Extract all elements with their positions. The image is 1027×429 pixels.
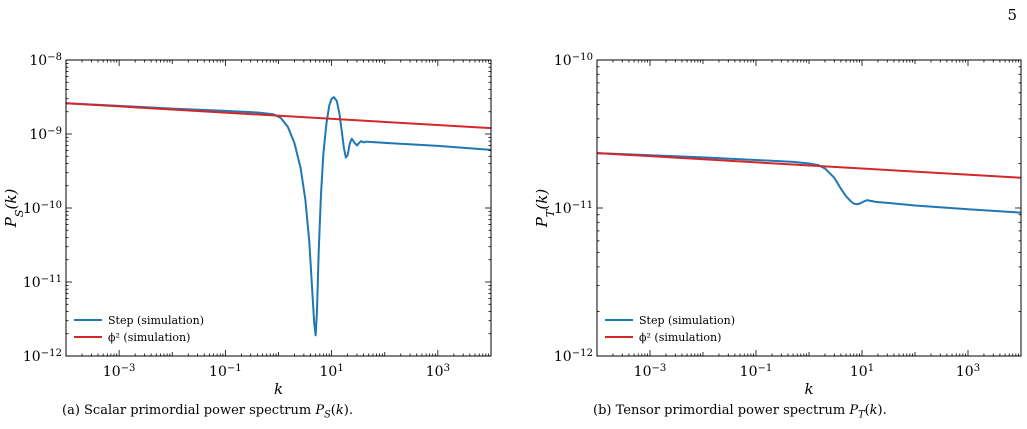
chart-scalar-power-spectrum: 10−3 10−1 101 103 10−12 10−11 10−10 10−9 10−8 k PS… — [2, 52, 492, 398]
chart-tensor-power-spectrum: 10−3 10−1 101 103 10−12 10−11 10−10 k PT(k) Step … — [533, 52, 1022, 398]
page-number: 5 — [1007, 6, 1017, 24]
legend: Step (simulation) ϕ² (simulation) — [605, 314, 735, 344]
x-tick-label: 10−1 — [740, 363, 773, 381]
series-line-step — [66, 96, 491, 337]
legend: Step (simulation) ϕ² (simulation) — [74, 314, 204, 344]
y-tick-label: 10−10 — [554, 52, 593, 70]
series-line-phi2 — [597, 152, 1021, 179]
y-axis-label: PT(k) — [533, 189, 557, 229]
plot-frame — [65, 59, 492, 357]
y-tick-label: 10−11 — [554, 200, 593, 218]
y-axis-label: PS(k) — [2, 189, 26, 229]
y-tick-label: 10−12 — [554, 348, 593, 366]
legend-label: ϕ² (simulation) — [639, 331, 721, 344]
y-tick-label: 10−10 — [23, 200, 62, 218]
y-tick-label: 10−8 — [29, 52, 62, 70]
x-tick-label: 10−1 — [209, 363, 242, 381]
x-axis-label: k — [274, 380, 283, 398]
y-tick-label: 10−9 — [29, 126, 62, 144]
y-tick-label: 10−12 — [23, 348, 62, 366]
x-tick-label: 101 — [850, 363, 874, 381]
x-tick-label: 103 — [956, 363, 980, 381]
caption-tensor: (b) Tensor primordial power spectrum PT(… — [593, 403, 887, 421]
x-tick-label: 10−3 — [634, 363, 667, 381]
x-tick-label: 10−3 — [103, 363, 136, 381]
x-axis-label: k — [804, 380, 813, 398]
axis-ticks — [596, 59, 1022, 357]
legend-label: Step (simulation) — [108, 314, 204, 327]
x-tick-label: 103 — [426, 363, 450, 381]
x-tick-label: 101 — [320, 363, 344, 381]
legend-label: Step (simulation) — [639, 314, 735, 327]
series-line-step — [597, 152, 1021, 214]
y-tick-label: 10−11 — [23, 274, 62, 292]
axis-ticks — [65, 59, 492, 357]
series-line-phi2 — [66, 102, 491, 130]
legend-label: ϕ² (simulation) — [108, 331, 190, 344]
caption-scalar: (a) Scalar primordial power spectrum PS(… — [62, 403, 353, 421]
